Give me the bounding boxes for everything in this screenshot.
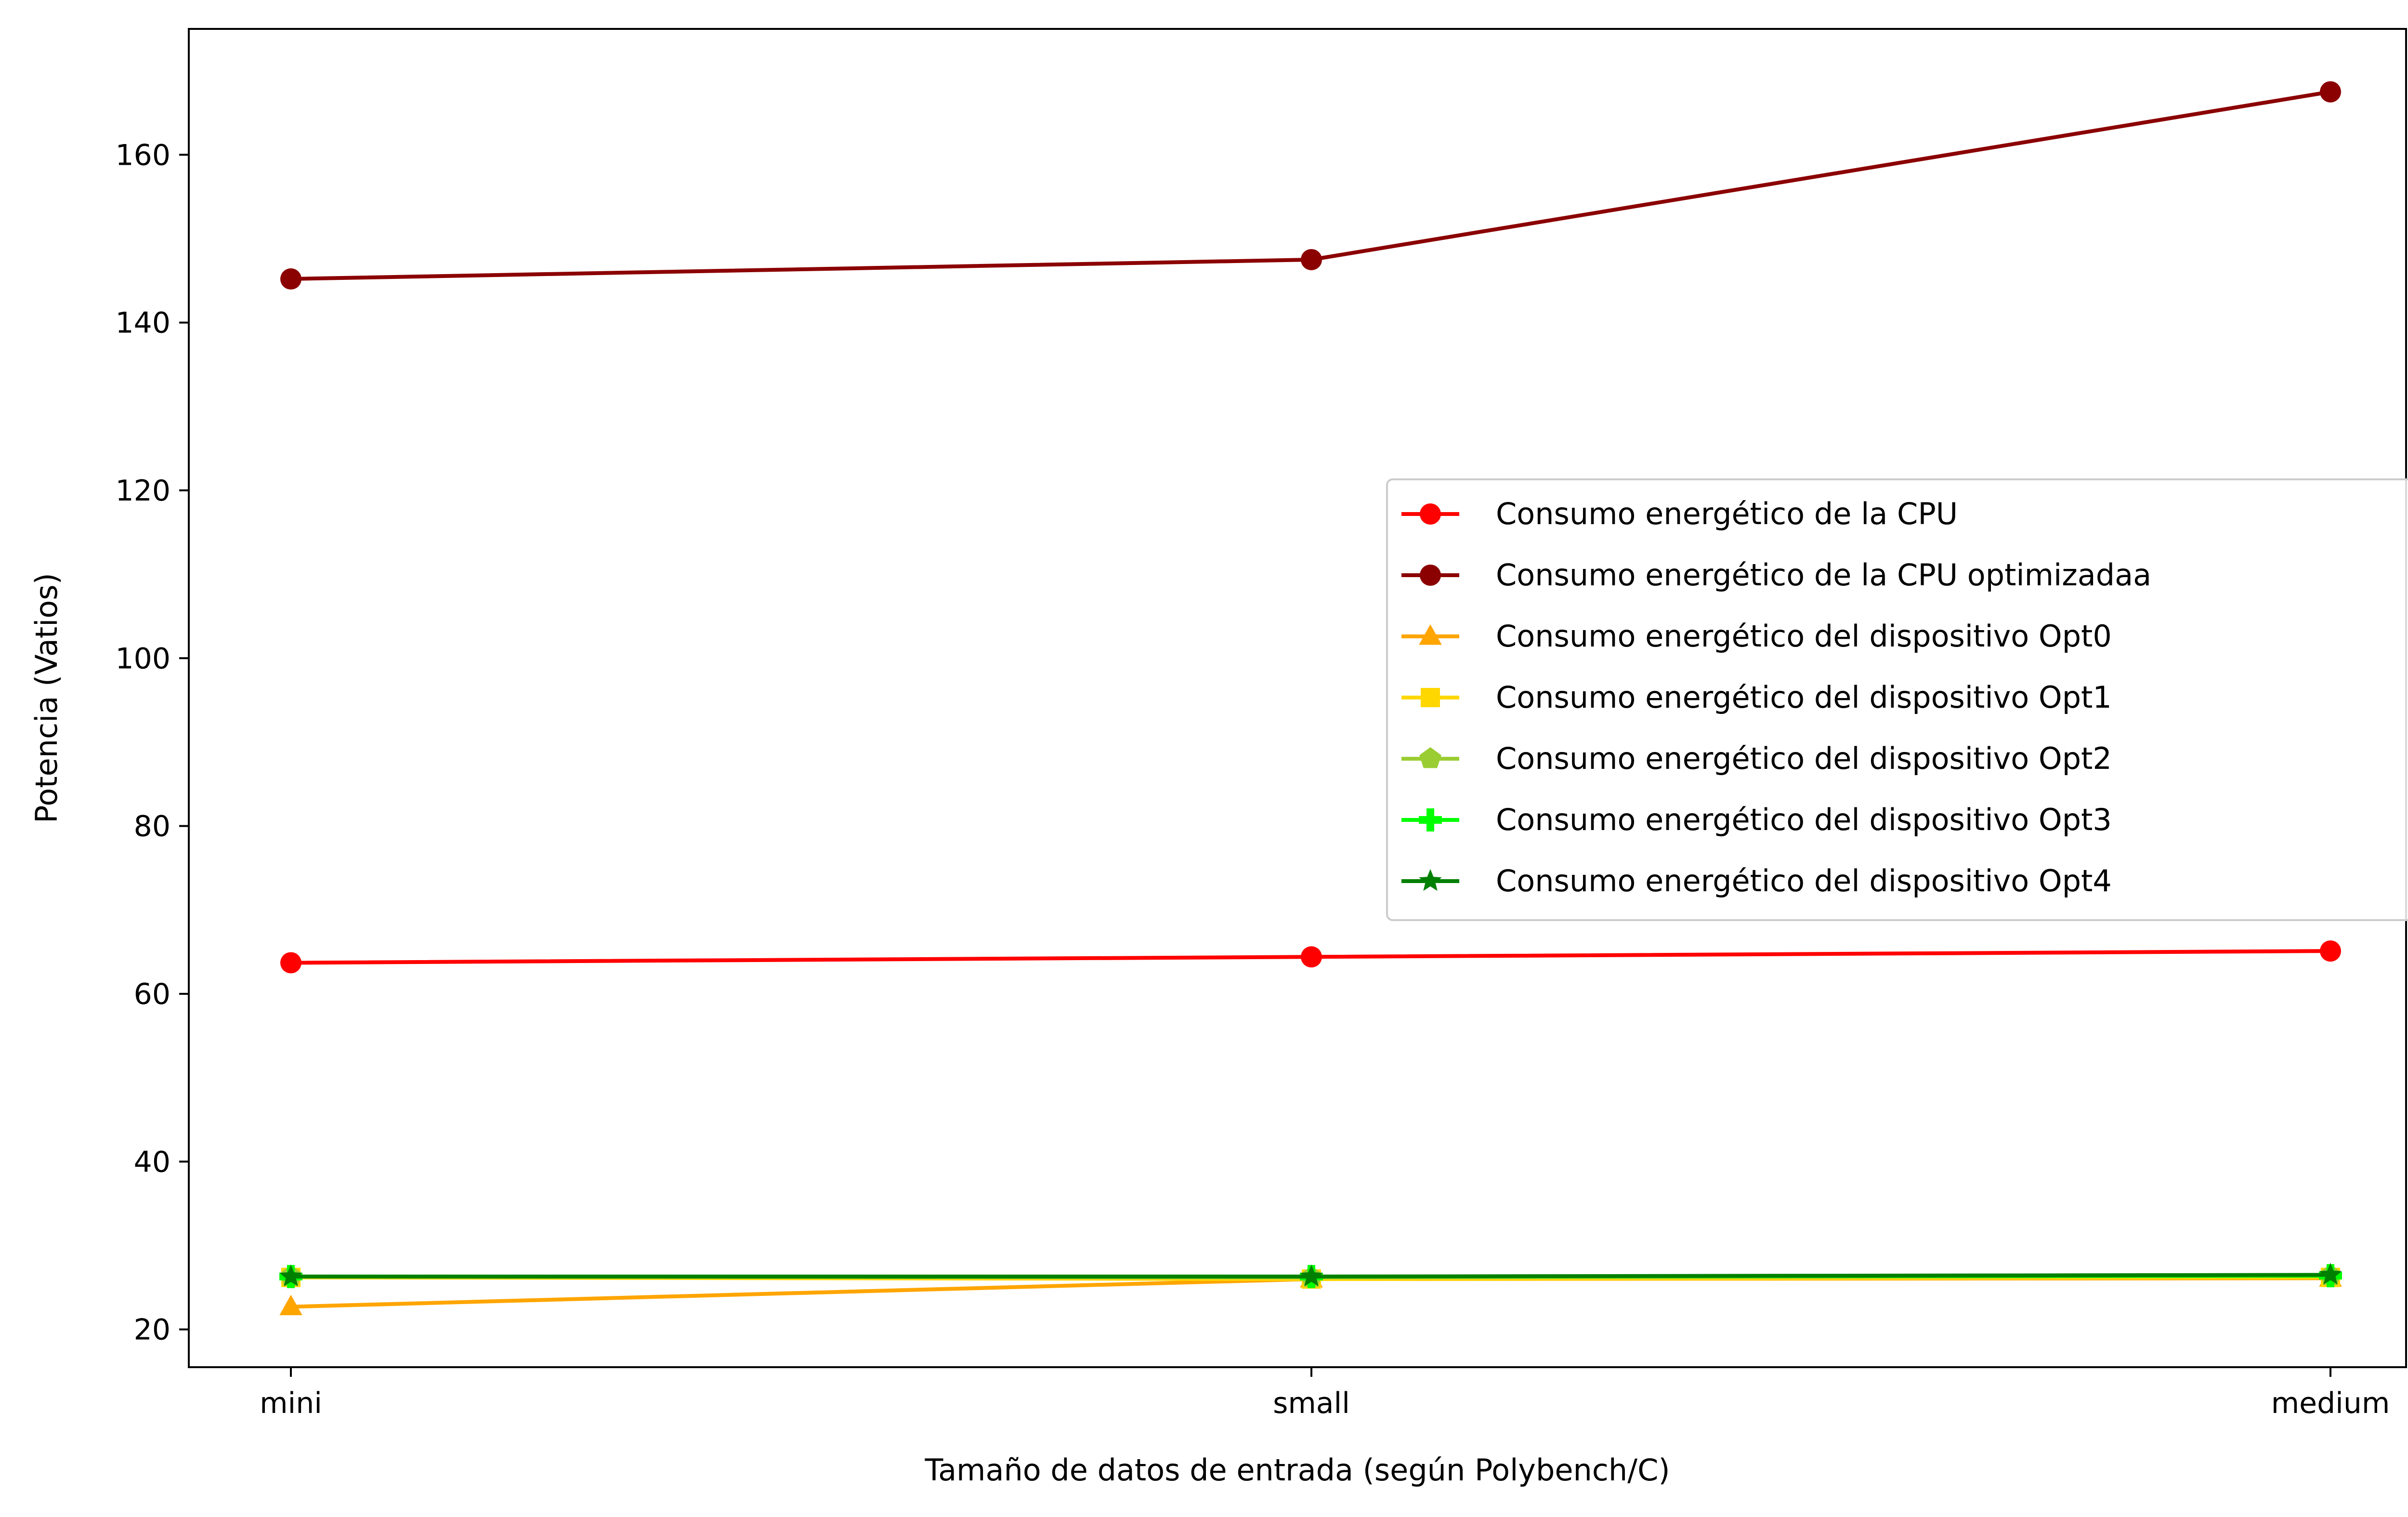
legend-label: Consumo energético de la CPU optimizadaa — [1496, 557, 2151, 593]
data-point — [280, 952, 301, 974]
series-2 — [280, 81, 2341, 290]
legend-label: Consumo energético del dispositivo Opt3 — [1496, 802, 2112, 837]
y-tick-label: 80 — [134, 810, 170, 844]
axes: mini small medium 20 40 60 80 100 120 140 160 — [115, 138, 2390, 1420]
legend-label: Consumo energético del dispositivo Opt2 — [1496, 741, 2112, 776]
y-tick-label: 20 — [134, 1313, 170, 1347]
legend-label: Consumo energético de la CPU — [1496, 496, 1958, 531]
legend-marker — [1419, 808, 1442, 831]
legend-box — [1386, 478, 2408, 921]
legend-label: Consumo energético del dispositivo Opt4 — [1496, 863, 2112, 898]
data-point — [1301, 249, 1322, 270]
legend-label: Consumo energético del dispositivo Opt0 — [1496, 619, 2112, 654]
series-1 — [280, 940, 2341, 974]
x-axis-label: Tamaño de datos de entrada (según Polybe… — [924, 1452, 1670, 1488]
data-point — [280, 268, 301, 290]
legend-marker — [1419, 624, 1442, 645]
y-axis-label: Potencia (Vatios) — [29, 573, 64, 823]
legend-item: Consumo energético del dispositivo Opt4 — [1401, 863, 2112, 898]
series-layer — [279, 81, 2342, 1316]
legend-marker — [1419, 747, 1441, 768]
y-tick-label: 120 — [115, 474, 170, 508]
legend-marker — [1420, 503, 1441, 525]
legend-item: Consumo energético de la CPU — [1401, 496, 1958, 531]
x-tick-label: small — [1273, 1386, 1350, 1420]
data-point — [1300, 1264, 1323, 1287]
legend-item: Consumo energético del dispositivo Opt0 — [1401, 619, 2112, 654]
legend-marker — [1419, 869, 1442, 891]
data-point — [279, 1264, 302, 1287]
y-tick-label: 100 — [115, 642, 170, 675]
legend-item: Consumo energético de la CPU optimizadaa — [1401, 557, 2151, 593]
y-tick-label: 40 — [134, 1145, 170, 1179]
legend-marker — [1421, 688, 1440, 707]
legend-label: Consumo energético del dispositivo Opt1 — [1496, 680, 2112, 715]
legend-item: Consumo energético del dispositivo Opt3 — [1401, 802, 2112, 837]
data-point — [2320, 81, 2341, 103]
y-tick-label: 60 — [134, 977, 170, 1011]
legend-item: Consumo energético del dispositivo Opt1 — [1401, 680, 2112, 715]
y-tick-label: 140 — [115, 306, 170, 340]
x-tick-label: medium — [2271, 1386, 2390, 1420]
legend-marker — [1420, 565, 1441, 586]
data-point — [1301, 946, 1322, 968]
y-tick-label: 160 — [115, 138, 170, 172]
series-7 — [279, 1263, 2342, 1287]
data-point — [2320, 940, 2341, 962]
legend: Consumo energético de la CPU Consumo ener… — [1386, 478, 2408, 921]
data-point — [279, 1294, 302, 1316]
data-point — [2319, 1263, 2342, 1285]
x-tick-label: mini — [260, 1386, 322, 1420]
legend-item: Consumo energético del dispositivo Opt2 — [1401, 741, 2112, 776]
